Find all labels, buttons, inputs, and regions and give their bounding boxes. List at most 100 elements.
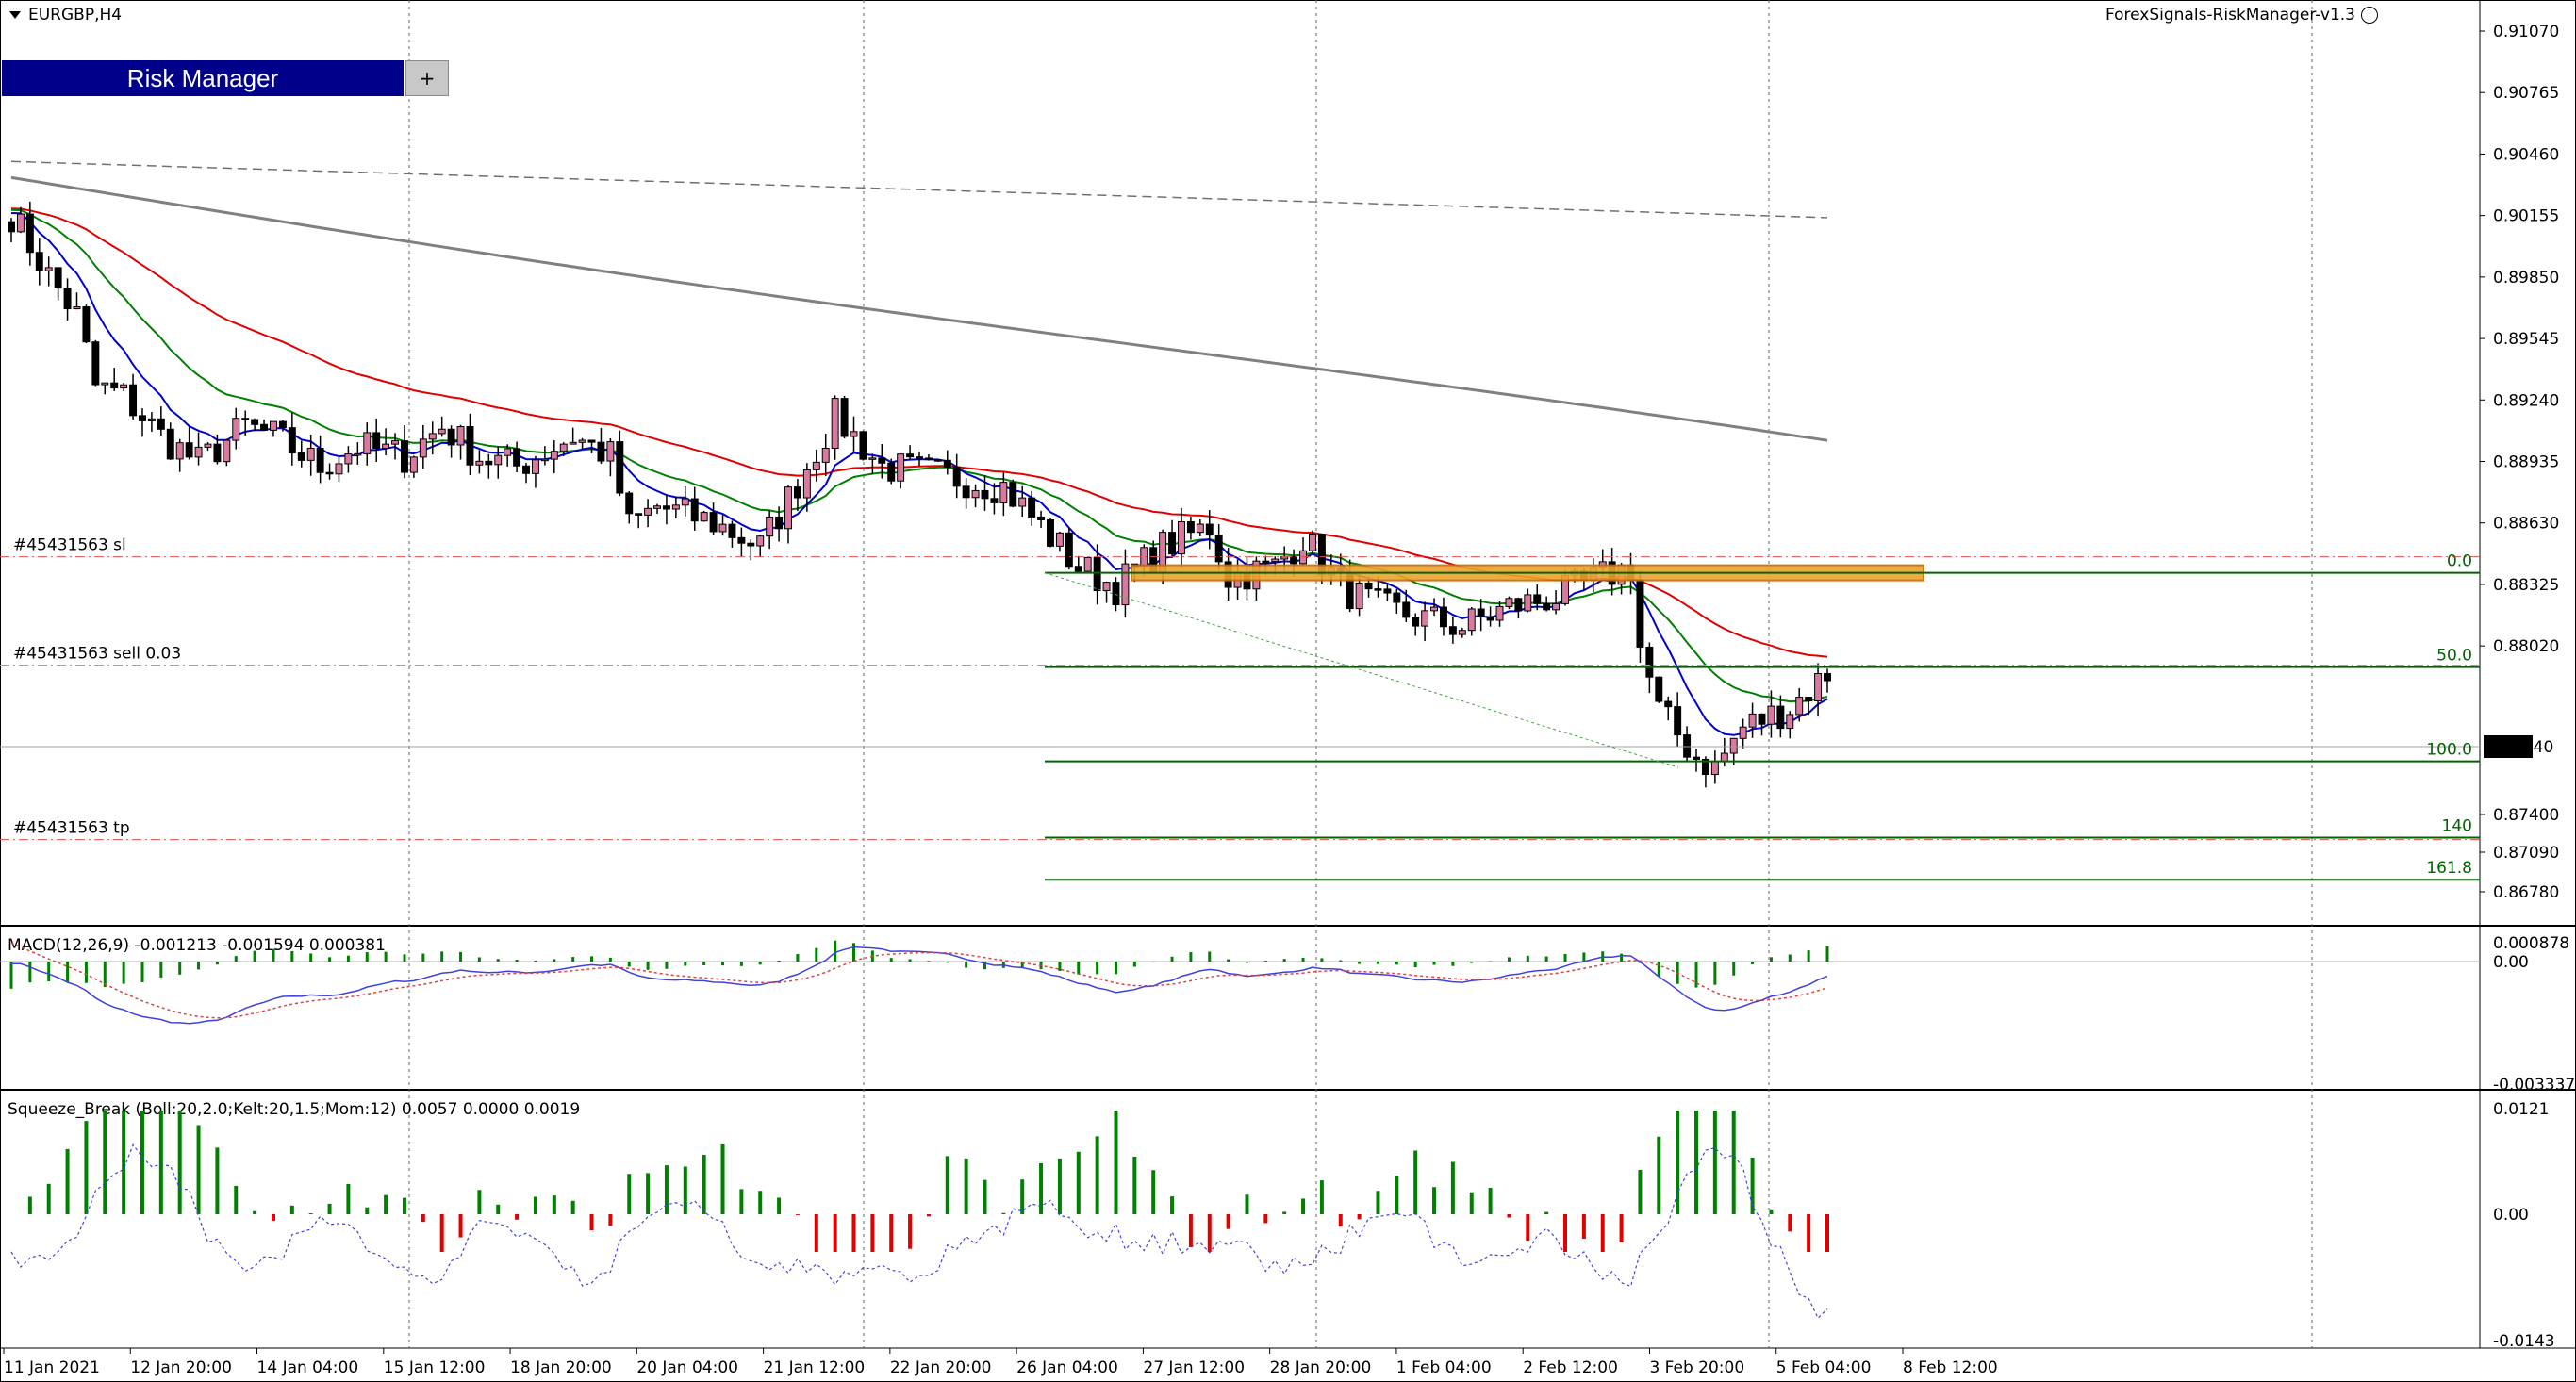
bear-candle[interactable] [1636, 579, 1644, 648]
bear-candle[interactable] [91, 341, 100, 386]
bull-candle[interactable] [1495, 605, 1504, 621]
bear-candle[interactable] [447, 428, 455, 446]
bear-candle[interactable] [859, 431, 867, 460]
bear-candle[interactable] [887, 462, 896, 482]
bull-candle[interactable] [1083, 556, 1092, 572]
bear-candle[interactable] [962, 485, 970, 499]
bear-candle[interactable] [1112, 582, 1120, 606]
bull-candle[interactable] [756, 535, 765, 547]
bull-candle[interactable] [504, 448, 512, 456]
bull-candle[interactable] [101, 382, 109, 386]
bear-candle[interactable] [522, 465, 531, 474]
bear-candle[interactable] [981, 489, 989, 500]
bear-candle[interactable] [1186, 520, 1195, 534]
bull-candle[interactable] [175, 442, 184, 460]
bear-candle[interactable] [1824, 673, 1831, 682]
bull-candle[interactable] [73, 306, 81, 310]
bear-candle[interactable] [793, 486, 801, 499]
bear-candle[interactable] [325, 471, 334, 475]
bull-candle[interactable] [1018, 497, 1027, 507]
bear-candle[interactable] [372, 432, 381, 450]
bear-candle[interactable] [485, 460, 493, 466]
bull-candle[interactable] [1271, 558, 1280, 563]
bear-candle[interactable] [1701, 758, 1709, 776]
bull-candle[interactable] [363, 432, 372, 454]
bull-candle[interactable] [354, 452, 362, 456]
bull-candle[interactable] [391, 440, 400, 445]
bull-candle[interactable] [850, 431, 858, 437]
bull-candle[interactable] [335, 463, 343, 475]
bull-candle[interactable] [270, 420, 277, 431]
bear-candle[interactable] [139, 415, 146, 421]
bear-candle[interactable] [728, 523, 736, 538]
bull-candle[interactable] [306, 448, 315, 461]
bull-candle[interactable] [681, 498, 689, 506]
bull-candle[interactable] [1430, 606, 1439, 612]
bull-candle[interactable] [1308, 534, 1316, 551]
bear-candle[interactable] [466, 426, 474, 466]
bull-candle[interactable] [868, 457, 877, 460]
bull-candle[interactable] [1748, 713, 1757, 728]
bear-candle[interactable] [616, 441, 624, 494]
bear-candle[interactable] [1290, 556, 1298, 565]
bull-candle[interactable] [1121, 563, 1130, 606]
bear-candle[interactable] [1412, 617, 1420, 627]
bull-candle[interactable] [1767, 705, 1775, 725]
bear-candle[interactable] [1683, 734, 1692, 758]
bear-candle[interactable] [1448, 626, 1457, 635]
bear-candle[interactable] [1776, 705, 1785, 730]
bear-candle[interactable] [166, 428, 174, 460]
bear-candle[interactable] [878, 457, 886, 464]
bear-candle[interactable] [933, 459, 942, 462]
bear-candle[interactable] [943, 459, 951, 468]
bull-candle[interactable] [1355, 582, 1363, 610]
bear-candle[interactable] [1065, 532, 1073, 568]
bear-candle[interactable] [747, 542, 755, 547]
bear-candle[interactable] [709, 512, 718, 533]
bear-candle[interactable] [25, 213, 34, 254]
bear-candle[interactable] [1664, 700, 1673, 708]
bear-candle[interactable] [260, 423, 269, 431]
bear-candle[interactable] [1009, 482, 1017, 507]
bull-candle[interactable] [1786, 714, 1794, 730]
bull-candle[interactable] [766, 516, 774, 537]
bear-candle[interactable] [1364, 582, 1373, 590]
bear-candle[interactable] [1543, 602, 1551, 611]
bear-candle[interactable] [400, 440, 408, 473]
bear-candle[interactable] [1514, 598, 1523, 612]
bear-candle[interactable] [1074, 566, 1082, 572]
bear-candle[interactable] [952, 466, 961, 487]
bull-candle[interactable] [223, 439, 231, 463]
bull-candle[interactable] [1102, 582, 1111, 591]
bear-candle[interactable] [737, 536, 746, 544]
bull-candle[interactable] [1055, 532, 1064, 547]
bear-candle[interactable] [241, 418, 250, 420]
bear-candle[interactable] [1374, 588, 1382, 591]
bear-candle[interactable] [1805, 697, 1813, 702]
bear-candle[interactable] [690, 498, 699, 522]
menu-arrow-icon[interactable] [9, 11, 21, 19]
bear-candle[interactable] [1402, 601, 1411, 618]
bull-candle[interactable] [1814, 673, 1823, 702]
bull-candle[interactable] [802, 469, 811, 499]
bear-candle[interactable] [1205, 523, 1214, 536]
bear-candle[interactable] [1477, 608, 1485, 617]
bear-candle[interactable] [251, 419, 259, 425]
bull-candle[interactable] [569, 441, 577, 445]
bear-candle[interactable] [35, 252, 43, 271]
bear-candle[interactable] [635, 513, 643, 516]
bull-candle[interactable] [344, 453, 353, 465]
bull-candle[interactable] [821, 448, 830, 463]
bear-candle[interactable] [924, 457, 933, 461]
bear-candle[interactable] [54, 267, 62, 289]
bull-candle[interactable] [1739, 726, 1747, 739]
bear-candle[interactable] [597, 441, 605, 462]
bull-candle[interactable] [1467, 608, 1476, 632]
bull-candle[interactable] [578, 439, 586, 443]
bull-candle[interactable] [718, 523, 727, 533]
bull-candle[interactable] [1196, 523, 1204, 534]
bull-candle[interactable] [204, 443, 212, 448]
bear-candle[interactable] [1047, 518, 1054, 547]
bear-candle[interactable] [316, 448, 324, 473]
bear-candle[interactable] [1383, 588, 1392, 594]
